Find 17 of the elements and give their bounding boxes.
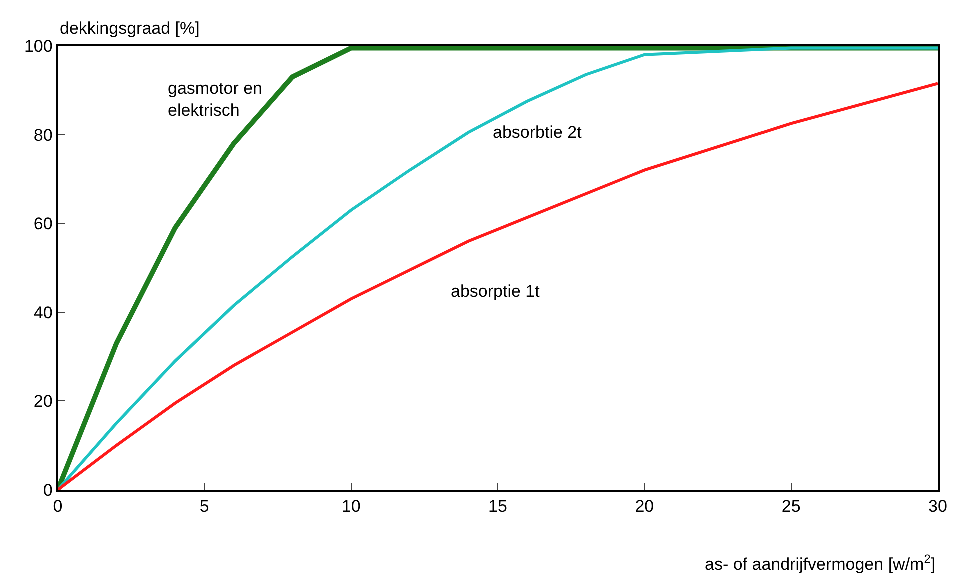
y-tick-label: 60 [34,214,53,234]
y-tick-label: 100 [24,36,53,56]
x-tick-label: 15 [488,497,508,516]
x-axis-title: as- of aandrijfvermogen [w/m$^{2}$] [705,552,936,574]
y-tick-label: 40 [34,303,53,322]
x-tick-label: 10 [342,497,361,516]
y-tick-label: 0 [43,480,53,500]
y-axis-title: dekkingsgraad [%] [60,19,200,38]
series-label: absorbtie 2t [493,123,582,142]
series-label: gasmotor en elektrisch [168,79,262,120]
x-tick-label: 5 [200,497,210,516]
x-tick-label: 30 [928,497,948,516]
y-tick-label: 20 [34,392,53,412]
y-tick-label: 80 [34,126,53,145]
series-label: absorptie 1t [451,282,540,301]
x-tick-label: 25 [782,497,801,516]
x-tick-label: 20 [635,497,654,516]
